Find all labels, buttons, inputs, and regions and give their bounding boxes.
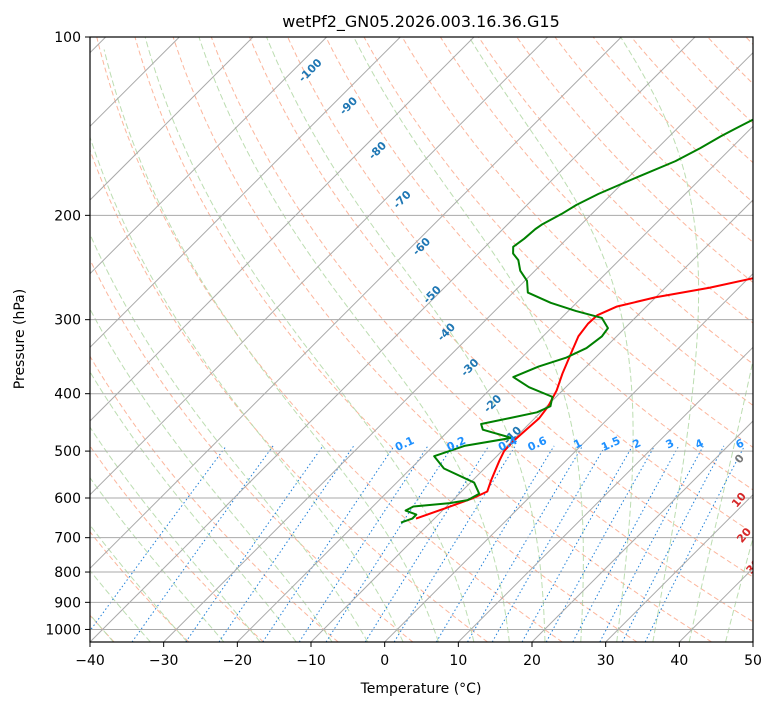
mixing-ratio-line xyxy=(298,445,429,642)
y-tick-label: 500 xyxy=(54,444,81,460)
moist-adiabat xyxy=(620,37,700,642)
x-tick-label: 0 xyxy=(380,653,389,669)
moist-adiabat xyxy=(90,524,188,642)
y-tick-label: 300 xyxy=(54,313,81,329)
mixing-ratio-line xyxy=(131,445,274,642)
y-tick-label: 1000 xyxy=(45,622,81,638)
mixing-ratio-line xyxy=(218,445,355,642)
dewpoint-trace xyxy=(400,118,753,524)
isotherm-gridline xyxy=(163,51,753,642)
plot-frame xyxy=(89,36,754,643)
moist-adiabat xyxy=(353,37,584,642)
isotherm-gridline xyxy=(236,125,753,642)
moist-adiabat xyxy=(90,426,261,642)
plot-area xyxy=(90,37,753,642)
isotherm-gridline xyxy=(310,199,753,642)
moist-adiabat xyxy=(90,135,404,642)
x-tick-label: −40 xyxy=(75,653,105,669)
dry-adiabat xyxy=(592,37,753,203)
x-tick-label: 10 xyxy=(449,653,467,669)
dry-adiabat xyxy=(172,37,712,642)
x-axis-label: Temperature (°C) xyxy=(360,681,482,697)
dry-adiabat xyxy=(134,37,638,642)
moist-adiabat xyxy=(266,37,546,642)
isotherm-gridline xyxy=(90,37,328,275)
y-tick-label: 100 xyxy=(54,30,81,46)
temperature-trace xyxy=(415,277,753,520)
y-tick-label: 600 xyxy=(54,491,81,507)
moist-adiabat-label: 30 xyxy=(744,556,764,576)
mixing-ratio-line xyxy=(262,445,395,642)
x-tick-label: 20 xyxy=(523,653,541,669)
moist-adiabat xyxy=(144,37,475,642)
x-tick-label: −20 xyxy=(223,653,253,669)
mixing-ratio-line xyxy=(364,445,490,642)
mixing-ratio-line xyxy=(435,445,555,642)
dry-adiabat xyxy=(478,37,753,324)
dry-adiabat xyxy=(210,37,753,623)
isotherm-gridline xyxy=(90,37,401,349)
isotherm-gridline xyxy=(90,37,254,201)
mixing-ratio-line xyxy=(621,445,725,642)
dry-adiabat xyxy=(516,37,753,284)
x-tick-label: 30 xyxy=(597,653,615,669)
x-tick-label: 40 xyxy=(670,653,688,669)
mixing-ratio-line xyxy=(521,445,633,642)
isotherm-gridline xyxy=(457,346,753,642)
moist-adiabat xyxy=(90,569,151,642)
isotherm-gridline xyxy=(531,420,753,642)
moist-adiabat xyxy=(90,476,225,642)
mixing-ratio-line xyxy=(185,445,324,642)
y-axis-label: Pressure (hPa) xyxy=(12,289,28,389)
x-tick-label: 50 xyxy=(744,653,762,669)
isotherm-gridline xyxy=(90,37,549,496)
y-tick-label: 700 xyxy=(54,531,81,547)
moist-adiabat xyxy=(103,49,439,642)
moist-adiabat xyxy=(688,358,753,642)
x-tick-label: −10 xyxy=(296,653,326,669)
y-tick-label: 800 xyxy=(54,565,81,581)
y-tick-label: 200 xyxy=(54,208,81,224)
y-tick-label: 900 xyxy=(54,595,81,611)
dry-adiabat xyxy=(90,530,190,642)
dry-adiabat xyxy=(90,148,488,642)
x-axis: −40 −30 −20 −10 0 10 20 30 40 50 xyxy=(75,642,762,669)
dry-adiabat xyxy=(325,37,753,491)
mixing-ratio-line xyxy=(325,445,454,642)
y-axis: 1000 900 800 700 600 500 400 300 200 100 xyxy=(45,30,90,638)
moist-adiabat xyxy=(90,233,369,642)
mixing-ratio-line xyxy=(644,445,745,642)
dry-adiabat xyxy=(401,37,753,406)
mixing-ratio-line xyxy=(467,445,584,642)
isotherm-gridline xyxy=(90,37,622,570)
mixing-ratio-line xyxy=(545,445,656,642)
isotherm-gridline xyxy=(90,37,475,422)
isotherm-gridline xyxy=(384,272,753,642)
chart-title: wetPf2_GN05.2026.003.16.36.G15 xyxy=(282,12,560,32)
moist-adiabat-label: 20 xyxy=(734,525,754,545)
x-tick-label: −30 xyxy=(149,653,179,669)
dry-adiabat xyxy=(287,37,753,534)
isotherm-gridline xyxy=(605,493,753,642)
dry-adiabat xyxy=(363,37,753,448)
y-tick-label: 400 xyxy=(54,387,81,403)
moist-adiabat xyxy=(198,37,510,642)
isotherm-gridline xyxy=(90,37,696,642)
dry-adiabat xyxy=(90,355,339,642)
